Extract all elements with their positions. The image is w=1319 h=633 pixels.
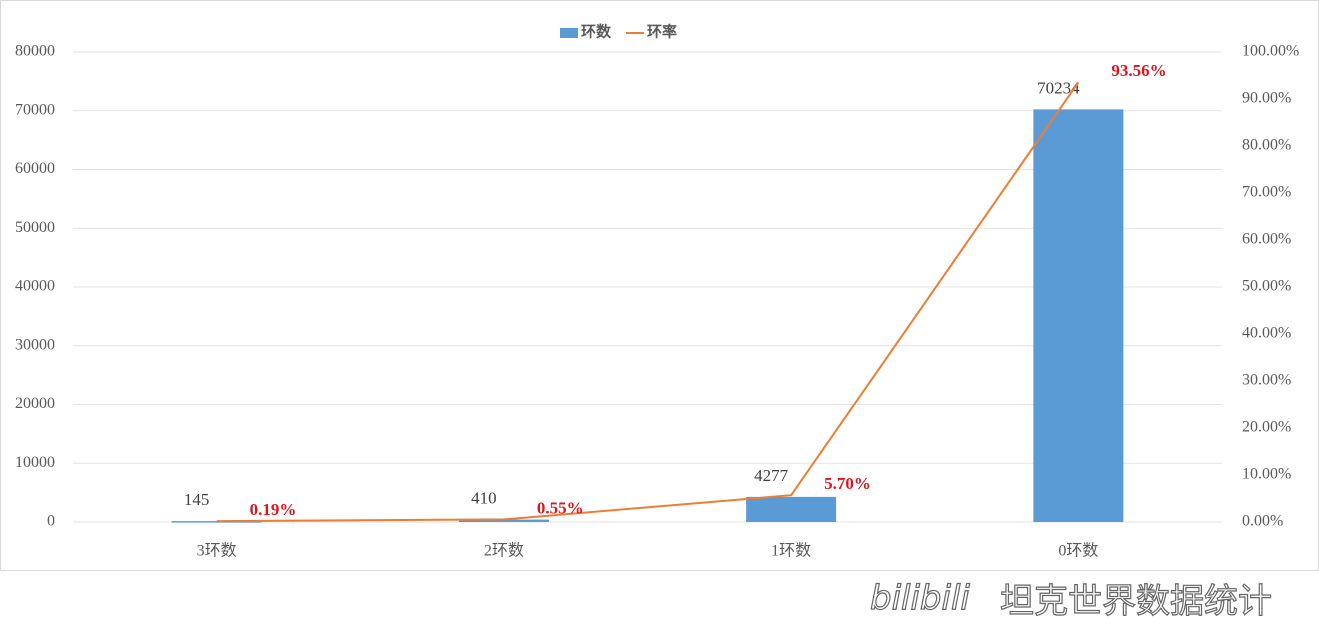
y-tick-label: 40000 — [15, 278, 55, 295]
y-tick-label: 70000 — [15, 101, 55, 118]
bar — [458, 519, 549, 522]
line-value-label: 0.55% — [537, 498, 584, 517]
y-tick-label: 30000 — [15, 336, 55, 353]
y-tick-label: 10000 — [15, 454, 55, 471]
watermark: 坦克世界数据统计 — [1000, 582, 1272, 622]
y2-tick-label: 0.00% — [1242, 513, 1283, 530]
line-value-label: 5.70% — [824, 474, 871, 493]
bar-value-label: 145 — [184, 490, 210, 509]
y2-tick-label: 10.00% — [1242, 466, 1291, 483]
bar — [171, 521, 262, 523]
x-tick-label: 3环数 — [197, 542, 237, 560]
x-tick-label: 2环数 — [484, 542, 524, 560]
bar-value-label: 410 — [471, 488, 497, 507]
line-value-label: 93.56% — [1111, 61, 1166, 80]
y-tick-label: 80000 — [15, 43, 55, 60]
bar-value-label: 4277 — [754, 466, 789, 485]
y2-tick-label: 60.00% — [1242, 231, 1291, 248]
y2-tick-label: 100.00% — [1242, 43, 1299, 60]
bar — [1033, 109, 1124, 523]
y2-tick-label: 50.00% — [1242, 278, 1291, 295]
legend-label: 环率 — [647, 22, 677, 40]
y2-tick-label: 90.00% — [1242, 90, 1291, 107]
y-tick-label: 0 — [47, 513, 55, 530]
y-tick-label: 50000 — [15, 219, 55, 236]
y2-tick-label: 80.00% — [1242, 137, 1291, 154]
x-tick-label: 1环数 — [771, 542, 811, 560]
line — [216, 81, 1080, 523]
legend-swatch — [560, 28, 578, 38]
y-tick-label: 60000 — [15, 160, 55, 177]
x-tick-label: 0环数 — [1058, 542, 1098, 560]
bar-value-label: 70234 — [1037, 78, 1080, 97]
y2-tick-label: 70.00% — [1242, 184, 1291, 201]
line-value-label: 0.19% — [250, 500, 297, 519]
y-tick-label: 20000 — [15, 395, 55, 412]
y2-tick-label: 20.00% — [1242, 419, 1291, 436]
y2-tick-label: 30.00% — [1242, 372, 1291, 389]
legend-label: 环数 — [581, 22, 612, 40]
y2-tick-label: 40.00% — [1242, 325, 1291, 342]
bar — [746, 496, 837, 522]
watermark-logo: bilibili — [870, 579, 970, 619]
